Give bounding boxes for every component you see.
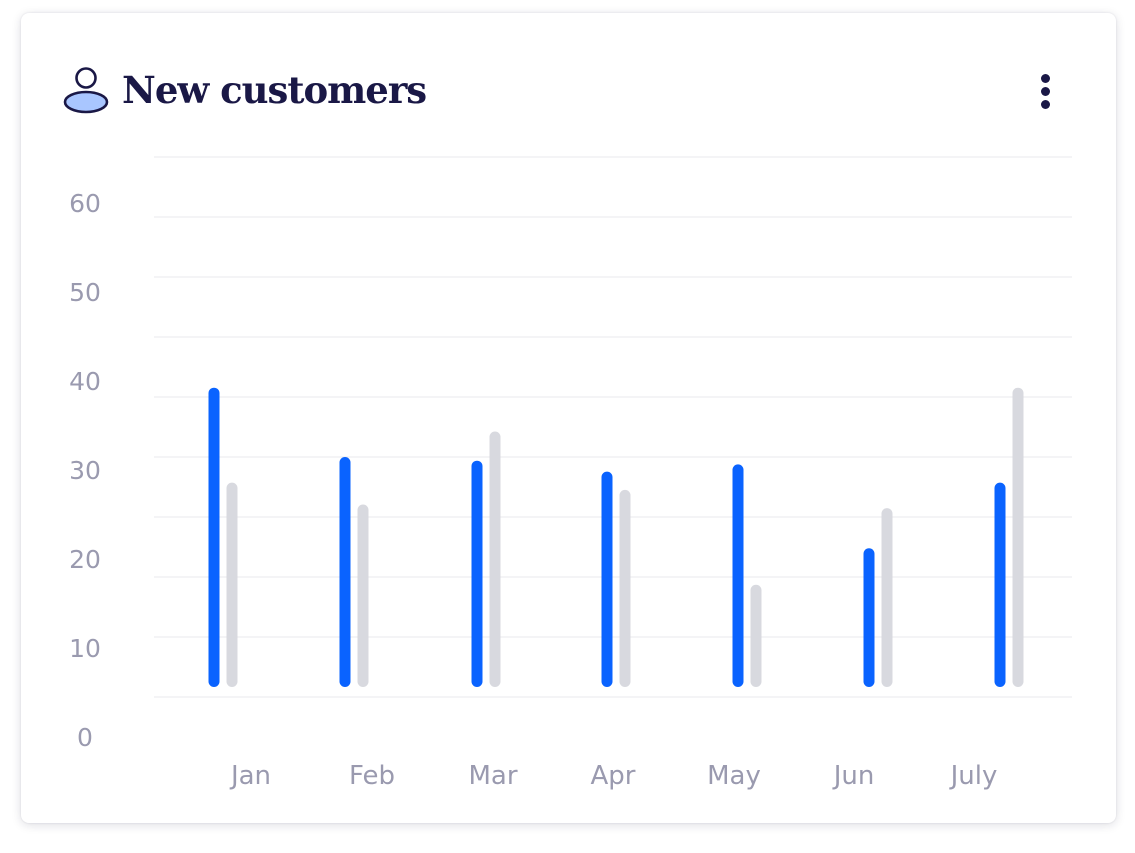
bar-chart: 0 10 20 30 40 50 60 Jan Feb Mar Apr May Jun July <box>69 156 1072 791</box>
user-icon <box>63 67 109 114</box>
y-tick-label: 50 <box>69 278 101 307</box>
more-vertical-icon-dot <box>1041 100 1050 109</box>
bar-apr-series-2[interactable] <box>619 489 631 687</box>
y-tick-label: 0 <box>77 723 93 752</box>
x-tick-label: Feb <box>349 761 395 791</box>
x-tick-label: Mar <box>468 761 517 791</box>
y-tick-label: 60 <box>69 189 101 218</box>
y-tick-label: 20 <box>69 545 101 574</box>
bar-may-series-1[interactable] <box>732 464 744 687</box>
bar-jun-series-1[interactable] <box>863 548 875 687</box>
y-tick-label: 40 <box>69 367 101 396</box>
bar-feb-series-2[interactable] <box>357 504 369 688</box>
bar-july-series-2[interactable] <box>1012 387 1024 687</box>
bar-mar-series-1[interactable] <box>471 460 483 687</box>
x-tick-label: Jun <box>832 761 875 791</box>
x-tick-label: Apr <box>591 761 636 791</box>
more-vertical-icon-dot <box>1041 87 1050 96</box>
bar-may-series-2[interactable] <box>750 584 762 687</box>
bar-apr-series-1[interactable] <box>601 471 613 687</box>
bar-july-series-1[interactable] <box>994 482 1006 687</box>
bar-jan-series-2[interactable] <box>226 482 238 687</box>
x-tick-label: May <box>707 761 761 791</box>
card-title: New customers <box>122 67 427 112</box>
x-tick-label: Jan <box>229 761 271 791</box>
card-header: New customers <box>62 65 427 115</box>
bar-mar-series-2[interactable] <box>489 431 501 688</box>
x-tick-label: July <box>949 761 998 791</box>
y-tick-label: 30 <box>69 456 101 485</box>
bar-jun-series-2[interactable] <box>881 508 893 687</box>
bar-feb-series-1[interactable] <box>339 457 351 687</box>
y-tick-label: 10 <box>69 634 101 663</box>
new-customers-card: New customers 0 10 20 30 40 50 60 Jan Feb Mar Apr M… <box>21 13 1116 823</box>
bar-jan-series-1[interactable] <box>208 387 220 687</box>
more-options-button[interactable] <box>1031 71 1061 111</box>
more-vertical-icon-dot <box>1041 74 1050 83</box>
